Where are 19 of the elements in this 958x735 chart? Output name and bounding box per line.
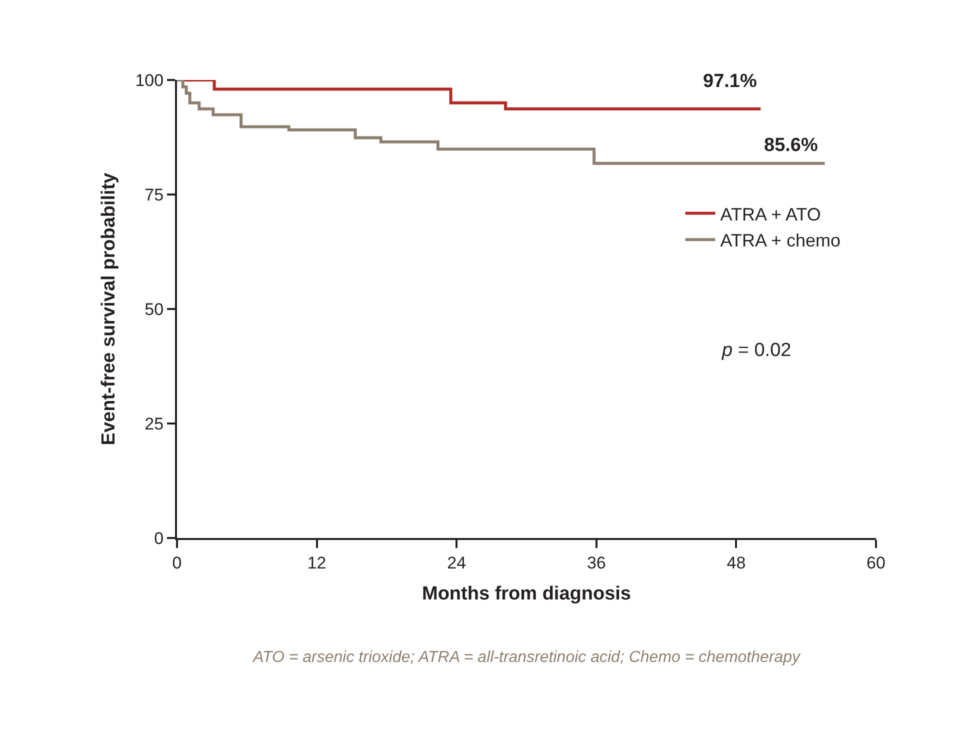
annotation: p = 0.02 bbox=[721, 340, 792, 361]
annotation: 85.6% bbox=[764, 135, 818, 156]
y-tick-label: 75 bbox=[144, 185, 164, 204]
y-tick-label: 0 bbox=[154, 528, 164, 548]
x-axis-title: Months from diagnosis bbox=[422, 584, 631, 605]
text: ATO = arsenic trioxide; ATRA = all-transretinoic acid; Chemo = chemotherapy bbox=[252, 649, 802, 666]
x-tick-label: 24 bbox=[447, 553, 466, 572]
x-tick-label: 48 bbox=[726, 553, 746, 572]
annotation: 97.1% bbox=[703, 71, 757, 92]
x-tick-label: 60 bbox=[866, 553, 886, 572]
y-axis-title: Event-free survival probability bbox=[98, 172, 120, 446]
legend-label: ATRA + ATO bbox=[720, 204, 821, 224]
x-tick-label: 12 bbox=[307, 553, 326, 572]
x-tick-label: 36 bbox=[586, 553, 606, 572]
legend-label: ATRA + chemo bbox=[720, 230, 840, 251]
y-tick-label: 25 bbox=[144, 414, 164, 434]
y-tick-label: 100 bbox=[135, 70, 164, 90]
y-tick-label: 50 bbox=[144, 300, 164, 319]
x-tick-label: 0 bbox=[172, 553, 182, 572]
